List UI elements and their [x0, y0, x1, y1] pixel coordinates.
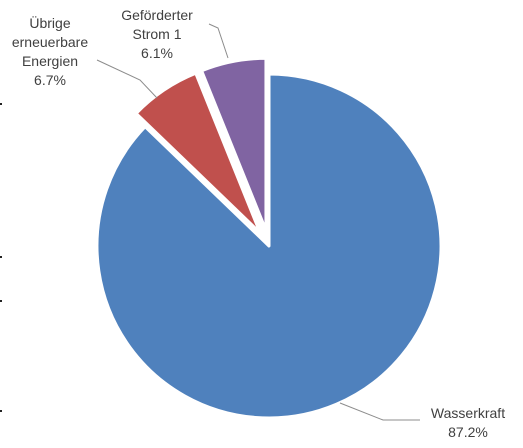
pie-slices [95, 56, 443, 420]
slice-label-uebrige-erneuerbare-energien: Übrige erneuerbare Energien 6.7% [12, 14, 88, 88]
edge-tick [0, 103, 2, 105]
slice-label-wasserkraft: Wasserkraft 87.2% [431, 405, 505, 440]
slice-name-line: Geförderter [121, 7, 193, 23]
edge-tick [0, 256, 2, 258]
edge-tick [0, 300, 2, 302]
slice-name-line: Übrige [29, 14, 70, 31]
slice-name-line: Strom 1 [132, 26, 181, 42]
leader-line-gefoerderter-strom-1 [208, 23, 229, 59]
slice-name-line: Wasserkraft [431, 405, 505, 421]
leader-line-wasserkraft [339, 402, 420, 421]
pie-slice-uebrige-erneuerbare-energien [134, 71, 262, 235]
slice-name-line: erneuerbare [12, 34, 88, 50]
pie-slice-gefoerderter-strom-1 [200, 56, 268, 232]
edge-tick [0, 410, 2, 412]
slice-value-label: 6.1% [141, 45, 173, 61]
slice-value-label: 87.2% [448, 424, 488, 440]
slice-name-line: Energien [22, 53, 78, 69]
leader-line-uebrige-erneuerbare-energien [96, 59, 158, 99]
slice-label-gefoerderter-strom-1: Geförderter Strom 1 6.1% [121, 7, 193, 61]
left-edge-marks [0, 103, 2, 412]
pie-slice-wasserkraft [95, 72, 443, 420]
slice-value-label: 6.7% [34, 72, 66, 88]
slice-labels: Wasserkraft 87.2% Übrige erneuerbare Energie… [12, 7, 505, 440]
leader-lines [96, 23, 420, 421]
